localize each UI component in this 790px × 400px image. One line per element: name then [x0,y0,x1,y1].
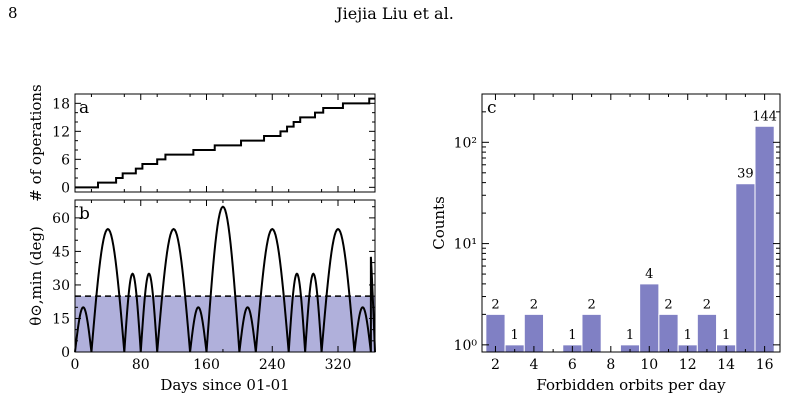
bar [735,183,756,353]
y-tick-label: 6 [61,152,70,168]
x-tick-label: 0 [71,357,80,373]
y-tick-label: 10² [454,135,477,151]
sun-angle-curve [74,205,376,353]
bar [754,125,775,353]
bar [696,313,718,353]
operations-step-line [75,97,375,189]
bar-value-label: 2 [587,297,595,312]
bar [639,283,660,353]
bar-value-label: 4 [645,267,653,282]
bar-value-label: 1 [568,328,576,343]
x-tick-label: 80 [132,357,150,373]
bar-value-label: 1 [684,328,692,343]
y-axis-label: θ⊙,min (deg) [27,226,45,326]
panel-a-frame [74,93,376,193]
panel-b-letter: b [79,204,90,224]
bar-value-label: 2 [664,297,672,312]
bar-value-label: 2 [530,297,538,312]
x-tick-label: 320 [325,357,352,373]
panel-a-operations: 0 6 12 18 a # of operations [27,84,376,202]
x-tick-label: 6 [568,357,577,373]
running-header-authors: Jiejia Liu et al. [336,4,454,23]
x-tick-label: 2 [491,357,500,373]
bar-value-label: 1 [626,328,634,343]
y-tick-label: 0 [61,345,70,361]
x-tick-label: 4 [529,357,538,373]
bar-value-label: 2 [703,297,711,312]
x-tick-label: 8 [606,357,615,373]
y-tick-label: 30 [52,278,70,294]
y-tick-label: 18 [52,96,70,112]
page-number: 8 [8,4,18,22]
panel-c-letter: c [487,98,497,118]
x-tick-label: 10 [640,357,658,373]
y-tick-label: 45 [52,244,70,260]
y-axis-label: Counts [430,196,448,250]
bar-value-label: 1 [722,328,730,343]
bar-value-label: 39 [737,167,754,182]
y-axis-label: # of operations [27,84,45,202]
bar-value-label: 144 [752,109,777,124]
x-tick-label: 16 [756,357,774,373]
x-tick-label: 14 [717,357,735,373]
bar [658,313,679,353]
panel-b-frame [74,199,376,353]
y-tick-label: 0 [61,180,70,196]
y-tick-label: 60 [52,211,70,227]
x-axis-label: Days since 01-01 [160,376,289,394]
x-tick-label: 160 [193,357,220,373]
y-tick-label: 10¹ [454,237,477,253]
x-tick-label: 12 [679,357,697,373]
panel-a-letter: a [79,98,89,118]
x-tick-label: 240 [259,357,286,373]
panel-c-frame [481,93,781,353]
x-axis-label: Forbidden orbits per day [536,376,726,394]
bar [581,313,602,353]
y-tick-label: 15 [52,311,70,327]
bar-value-label: 2 [491,297,499,312]
y-tick-label: 12 [52,124,70,140]
y-tick-label: 10⁰ [454,338,478,354]
panel-b-sun-angle: 0 15 30 45 60 0 80 160 240 320 b Days since 01-01 θ⊙… [27,199,376,394]
bar-value-label: 1 [511,328,519,343]
